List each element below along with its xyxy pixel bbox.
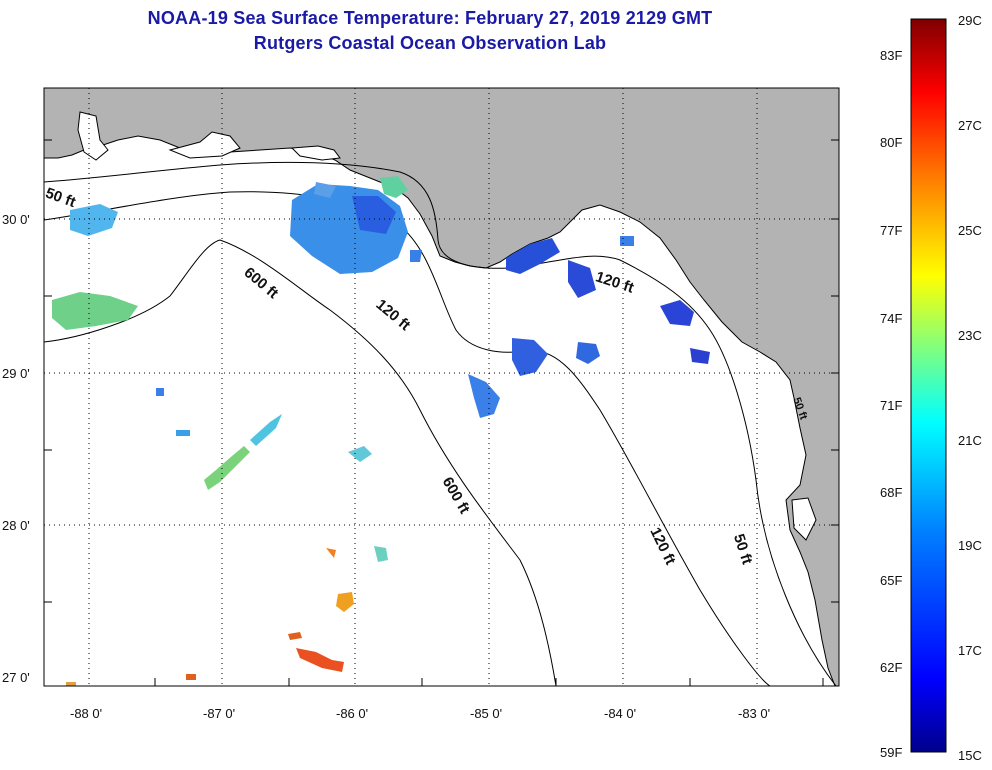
sst-patch bbox=[186, 674, 196, 680]
bay bbox=[290, 145, 341, 161]
colorbar-c-label: 23C bbox=[958, 328, 982, 343]
colorbar-c-label: 29C bbox=[958, 13, 982, 28]
map-title: NOAA-19 Sea Surface Temperature: Februar… bbox=[147, 8, 713, 28]
colorbar-f-label: 80F bbox=[880, 135, 903, 150]
sst-patch bbox=[374, 546, 388, 562]
sst-patches bbox=[52, 176, 710, 686]
colorbar-c-label: 15C bbox=[958, 748, 982, 763]
colorbar-f-label: 77F bbox=[880, 223, 903, 238]
colorbar-c-label: 27C bbox=[958, 118, 982, 133]
sst-patch bbox=[568, 260, 596, 298]
lat-label-29: 29 0' bbox=[2, 366, 30, 381]
sst-patch bbox=[506, 238, 560, 274]
colorbar-c-label: 25C bbox=[958, 223, 982, 238]
sst-patch bbox=[52, 292, 138, 330]
sst-patch bbox=[336, 592, 354, 612]
colorbar-f-label: 71F bbox=[880, 398, 903, 413]
sst-patch bbox=[352, 196, 396, 234]
sst-patch bbox=[288, 632, 302, 640]
map-frame bbox=[43, 87, 840, 687]
lat-label-27: 27 0' bbox=[2, 670, 30, 685]
colorbar-c-label: 17C bbox=[958, 643, 982, 658]
sst-patch bbox=[410, 250, 422, 262]
sst-patch bbox=[250, 414, 282, 446]
colorbar bbox=[910, 18, 947, 753]
bay bbox=[791, 497, 817, 541]
lon-label-85: -85 0' bbox=[470, 706, 503, 721]
sst-patch bbox=[204, 446, 250, 490]
colorbar-f-label: 62F bbox=[880, 660, 903, 675]
sst-patch bbox=[468, 374, 500, 418]
sst-patch bbox=[156, 388, 164, 396]
sst-patch bbox=[576, 342, 600, 364]
lon-label-84: -84 0' bbox=[604, 706, 637, 721]
contour-600ft bbox=[44, 239, 557, 686]
sst-patch bbox=[660, 300, 694, 326]
sst-patch bbox=[296, 648, 344, 672]
sst-patch bbox=[176, 430, 190, 436]
sst-patch bbox=[620, 236, 634, 246]
bay bbox=[77, 111, 109, 161]
lon-label-86: -86 0' bbox=[336, 706, 369, 721]
sst-patch bbox=[690, 348, 710, 364]
lat-label-30: 30 0' bbox=[2, 212, 30, 227]
sst-patch bbox=[70, 204, 118, 236]
lon-label-83: -83 0' bbox=[738, 706, 771, 721]
colorbar-f-label: 65F bbox=[880, 573, 903, 588]
colorbar-f-label: 59F bbox=[880, 745, 903, 760]
lon-label-87: -87 0' bbox=[203, 706, 236, 721]
sst-patch bbox=[314, 182, 336, 198]
sst-patch bbox=[380, 176, 408, 198]
colorbar-c-label: 21C bbox=[958, 433, 982, 448]
lon-label-88: -88 0' bbox=[70, 706, 103, 721]
contour-120ft bbox=[44, 191, 771, 686]
sst-patch bbox=[512, 338, 548, 376]
colorbar-c-label: 19C bbox=[958, 538, 982, 553]
axis-ticks bbox=[44, 139, 839, 686]
sst-patch bbox=[66, 682, 76, 686]
map-subtitle: Rutgers Coastal Ocean Observation Lab bbox=[253, 33, 607, 53]
colorbar-f-label: 68F bbox=[880, 485, 903, 500]
sst-patch bbox=[348, 446, 372, 462]
colorbar-f-label: 74F bbox=[880, 311, 903, 326]
colorbar-f-label: 83F bbox=[880, 48, 903, 63]
sst-patch bbox=[326, 548, 336, 558]
lat-label-28: 28 0' bbox=[2, 518, 30, 533]
